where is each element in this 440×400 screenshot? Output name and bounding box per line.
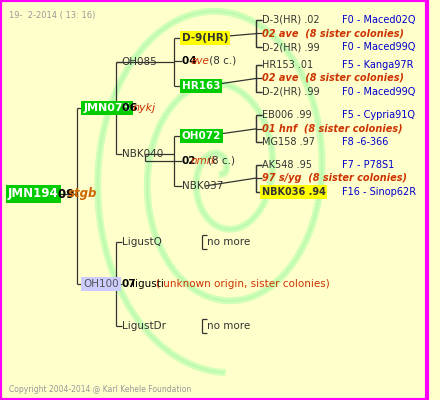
Text: OH100: OH100	[83, 279, 119, 289]
Text: 01 hnf  (8 sister colonies): 01 hnf (8 sister colonies)	[261, 124, 402, 134]
Text: 19-  2-2014 ( 13: 16): 19- 2-2014 ( 13: 16)	[9, 11, 96, 20]
Text: F7 - P78S1: F7 - P78S1	[342, 160, 394, 170]
Text: nmrk: nmrk	[190, 156, 217, 166]
Text: D-2(HR) .99: D-2(HR) .99	[261, 87, 319, 97]
Text: 02: 02	[182, 156, 196, 166]
Text: (8 c.): (8 c.)	[208, 156, 235, 166]
Text: 06: 06	[122, 103, 141, 113]
Text: no more: no more	[207, 321, 250, 331]
Text: nykj: nykj	[132, 103, 156, 113]
Text: HR163: HR163	[182, 81, 220, 91]
Text: F0 - Maced99Q: F0 - Maced99Q	[342, 42, 415, 52]
Text: JMN194: JMN194	[7, 188, 59, 200]
Text: AK548 .95: AK548 .95	[261, 160, 312, 170]
Text: ligusti: ligusti	[132, 279, 164, 289]
Text: ( unknown origin, sister colonies): ( unknown origin, sister colonies)	[156, 279, 329, 289]
Text: F16 - Sinop62R: F16 - Sinop62R	[342, 187, 416, 197]
Text: F5 - Kanga97R: F5 - Kanga97R	[342, 60, 413, 70]
Text: 07: 07	[122, 279, 136, 289]
Text: (8 c.): (8 c.)	[206, 56, 236, 66]
Text: F5 - Cypria91Q: F5 - Cypria91Q	[342, 110, 415, 120]
Text: 97 s/yg  (8 sister colonies): 97 s/yg (8 sister colonies)	[261, 173, 407, 183]
Text: stgb: stgb	[67, 188, 97, 200]
Text: no more: no more	[207, 237, 250, 247]
Text: 04: 04	[182, 56, 200, 66]
Text: NBK036 .94: NBK036 .94	[261, 187, 326, 197]
Text: D-9(HR): D-9(HR)	[182, 33, 228, 43]
Text: 09: 09	[58, 188, 78, 200]
Text: HR153 .01: HR153 .01	[261, 60, 313, 70]
Text: NBK040: NBK040	[122, 149, 163, 159]
Text: D-2(HR) .99: D-2(HR) .99	[261, 42, 319, 52]
Text: OH085: OH085	[122, 57, 158, 67]
Text: JMN075: JMN075	[83, 103, 131, 113]
Text: D-3(HR) .02: D-3(HR) .02	[261, 15, 319, 25]
Text: LigustDr: LigustDr	[122, 321, 166, 331]
Text: LigustQ: LigustQ	[122, 237, 161, 247]
Text: ave: ave	[191, 56, 210, 66]
Text: NBK037: NBK037	[182, 181, 223, 191]
Text: MG158 .97: MG158 .97	[261, 137, 315, 147]
Text: Copyright 2004-2014 @ Karl Kehele Foundation: Copyright 2004-2014 @ Karl Kehele Founda…	[9, 386, 192, 394]
Text: OH072: OH072	[182, 131, 221, 141]
Text: F0 - Maced99Q: F0 - Maced99Q	[342, 87, 415, 97]
Text: 02 ave  (8 sister colonies): 02 ave (8 sister colonies)	[261, 73, 403, 83]
Text: EB006 .99: EB006 .99	[261, 110, 311, 120]
Text: F8 -6-366: F8 -6-366	[342, 137, 388, 147]
Text: F0 - Maced02Q: F0 - Maced02Q	[342, 15, 415, 25]
Text: 02 ave  (8 sister colonies): 02 ave (8 sister colonies)	[261, 28, 403, 38]
